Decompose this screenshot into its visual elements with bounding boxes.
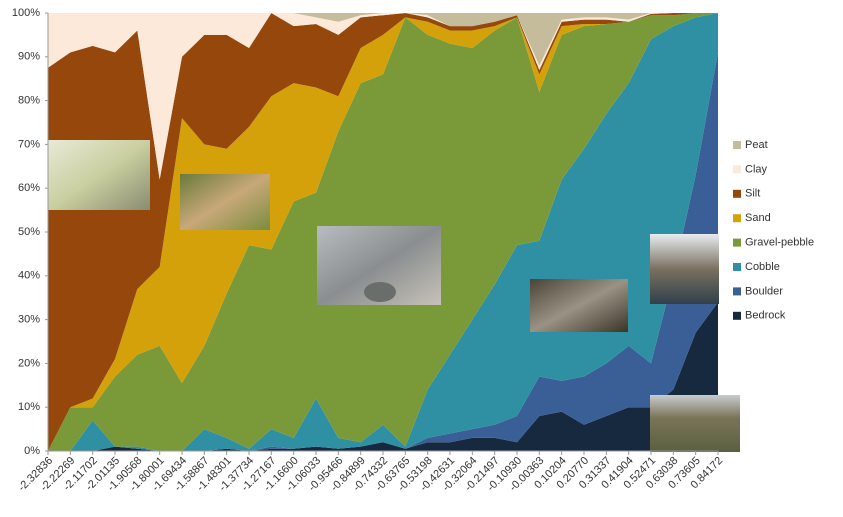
y-tick-label: 60% [18, 182, 40, 194]
photo-boulder [650, 234, 719, 304]
area [48, 13, 718, 451]
legend-label: Boulder [745, 285, 783, 297]
y-tick-label: 80% [18, 95, 40, 107]
legend-label: Clay [745, 163, 768, 175]
legend-label: Gravel-pebble [745, 237, 814, 249]
legend-label: Bedrock [745, 310, 786, 322]
y-tick-label: 0% [24, 445, 40, 457]
photo-sand [180, 174, 270, 230]
photo-bedrock [650, 395, 740, 452]
area [48, 13, 718, 66]
y-tick-label: 100% [12, 7, 40, 19]
y-tick-label: 50% [18, 226, 40, 238]
legend-swatch [733, 238, 741, 247]
legend-label: Sand [745, 212, 771, 224]
area [48, 13, 718, 451]
area [48, 13, 718, 451]
y-tick-label: 90% [18, 51, 40, 63]
photos [48, 140, 740, 452]
legend-swatch [733, 287, 741, 296]
legend-swatch [733, 263, 741, 271]
photo-detail [364, 282, 396, 302]
legend-swatch [733, 189, 741, 198]
y-tick-label: 10% [18, 401, 40, 413]
legend-swatch [733, 165, 741, 174]
legend-swatch [733, 214, 741, 223]
legend-label: Silt [745, 188, 760, 200]
y-tick-label: 40% [18, 270, 40, 282]
y-tick-label: 30% [18, 314, 40, 326]
photo-cobble [530, 279, 628, 332]
photo-silt [48, 140, 150, 210]
y-tick-label: 20% [18, 357, 40, 369]
y-tick-label: 70% [18, 138, 40, 150]
legend-swatch [733, 141, 741, 149]
legend-label: Peat [745, 139, 768, 151]
legend-label: Cobble [745, 261, 780, 273]
area [48, 13, 718, 180]
legend-swatch [733, 311, 741, 320]
